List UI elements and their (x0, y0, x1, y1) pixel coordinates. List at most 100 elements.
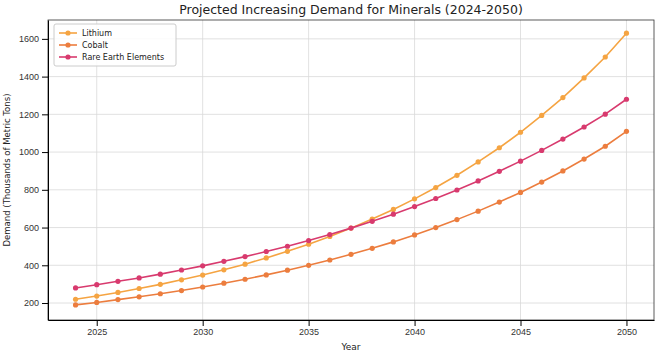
legend-label: Rare Earth Elements (82, 53, 164, 62)
y-tick-label: 600 (24, 223, 39, 233)
y-tick-label: 1400 (19, 72, 39, 82)
series-marker (115, 297, 120, 302)
legend-marker (65, 54, 70, 59)
grid-line-y (48, 265, 654, 266)
series-marker (73, 285, 78, 290)
x-tick-label: 2050 (617, 327, 637, 337)
series-marker (158, 291, 163, 296)
series-marker (348, 226, 353, 231)
series-marker (497, 169, 502, 174)
y-tick: 200 (24, 298, 48, 308)
y-axis-title: Demand (Thousands of Metric Tons) (2, 94, 12, 247)
series-marker (242, 262, 247, 267)
legend: LithiumCobaltRare Earth Elements (54, 24, 176, 66)
series-marker (497, 199, 502, 204)
grid-line-x (520, 20, 521, 320)
series-marker (603, 144, 608, 149)
legend-label: Cobalt (82, 41, 108, 50)
series-marker (539, 113, 544, 118)
series-marker (603, 54, 608, 59)
series-marker (137, 294, 142, 299)
grid-line-x (308, 20, 309, 320)
series-marker (454, 187, 459, 192)
series-marker (391, 212, 396, 217)
series-marker (518, 190, 523, 195)
series-marker (624, 97, 629, 102)
series-marker (412, 204, 417, 209)
grid-line-x (414, 20, 415, 320)
series-marker (581, 156, 586, 161)
series-marker (370, 246, 375, 251)
series-marker (497, 145, 502, 150)
grid-line-y (48, 114, 654, 115)
series-marker (560, 168, 565, 173)
chart: 2025203020352040204520502004006008001000… (0, 0, 662, 354)
series-marker (94, 293, 99, 298)
series-marker (137, 286, 142, 291)
series-marker (158, 272, 163, 277)
grid-line-y (48, 76, 654, 77)
series-marker (242, 277, 247, 282)
series-marker (179, 267, 184, 272)
series-marker (73, 297, 78, 302)
series-marker (433, 185, 438, 190)
y-tick-mark (42, 77, 48, 78)
x-tick-label: 2040 (405, 327, 425, 337)
series-marker (115, 290, 120, 295)
x-tick-mark (521, 320, 522, 326)
series-marker (115, 279, 120, 284)
y-tick: 1000 (19, 147, 48, 157)
x-tick-mark (203, 320, 204, 326)
series-marker (560, 95, 565, 100)
series-marker (412, 196, 417, 201)
series-marker (264, 255, 269, 260)
series-marker (221, 259, 226, 264)
grid-line-x (626, 20, 627, 320)
series (73, 97, 629, 291)
series-marker (624, 129, 629, 134)
x-axis-line (49, 320, 655, 321)
series-marker (624, 31, 629, 36)
x-tick-mark (97, 320, 98, 326)
y-tick-label: 1600 (19, 34, 39, 44)
series-marker (179, 288, 184, 293)
y-tick-mark (42, 152, 48, 153)
x-tick-mark (626, 320, 627, 326)
y-tick-mark (42, 265, 48, 266)
series-marker (454, 217, 459, 222)
y-tick-label: 1000 (19, 147, 39, 157)
series (73, 129, 629, 308)
series-line (76, 131, 627, 305)
series-marker (200, 284, 205, 289)
series-marker (433, 196, 438, 201)
x-tick-label: 2045 (511, 327, 531, 337)
series-marker (242, 254, 247, 259)
plot-frame (48, 20, 654, 320)
y-tick-mark (42, 303, 48, 304)
series-marker (518, 130, 523, 135)
series-marker (285, 249, 290, 254)
series-marker (73, 302, 78, 307)
grid-line-y (48, 152, 654, 153)
series-marker (560, 136, 565, 141)
series-marker (327, 232, 332, 237)
y-axis: 2004006008001000120014001600 (19, 21, 49, 321)
y-tick: 400 (24, 261, 48, 271)
y-tick: 1200 (19, 110, 48, 120)
series-marker (476, 209, 481, 214)
grid (48, 20, 654, 320)
x-tick-label: 2035 (299, 327, 319, 337)
series-marker (327, 257, 332, 262)
series-marker (200, 272, 205, 277)
y-tick: 600 (24, 223, 48, 233)
x-axis-title: Year (340, 342, 360, 352)
series-marker (391, 239, 396, 244)
x-tick: 2045 (511, 320, 531, 337)
plot-area (73, 31, 629, 308)
series-marker (200, 263, 205, 268)
series-marker (264, 272, 269, 277)
y-tick: 1600 (19, 34, 48, 44)
series-marker (94, 300, 99, 305)
series-marker (581, 75, 586, 80)
series-marker (221, 281, 226, 286)
